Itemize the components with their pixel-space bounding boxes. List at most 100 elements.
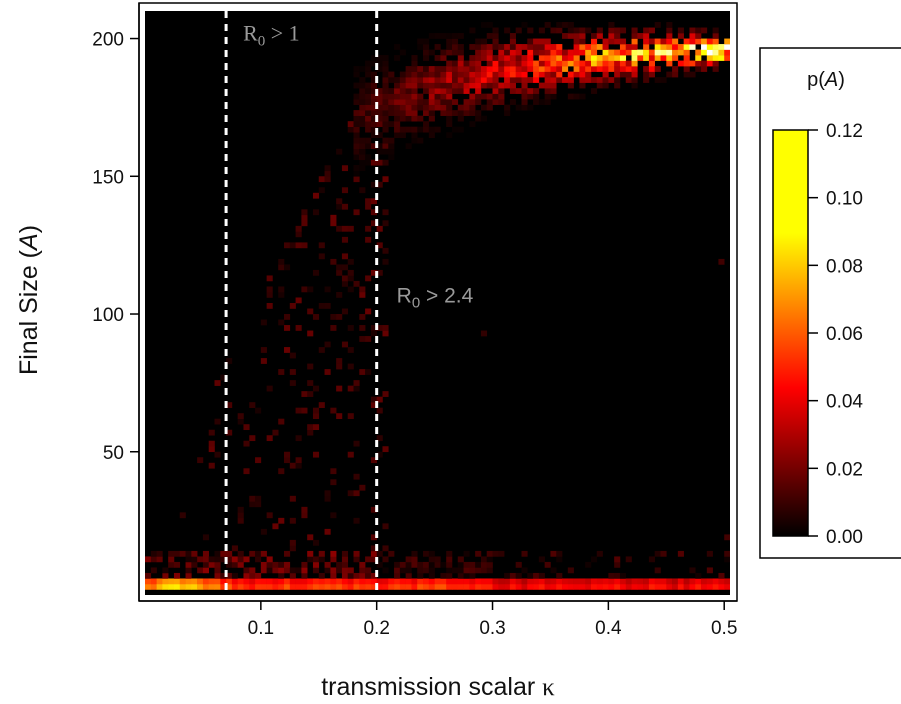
heatmap-cell [388, 121, 395, 127]
heatmap-cell [434, 77, 441, 83]
heatmap-cell [394, 561, 401, 568]
heatmap-cell [492, 66, 499, 72]
heatmap-cell [637, 33, 644, 39]
heatmap-cell [666, 583, 673, 590]
heatmap-cell [295, 583, 302, 590]
heatmap-cell [411, 93, 418, 100]
heatmap-cell [145, 556, 152, 563]
heatmap-cell [382, 209, 389, 216]
heatmap-cell [602, 55, 609, 61]
heatmap-cell [463, 60, 470, 67]
heatmap-cell [330, 214, 337, 221]
heatmap-cell [353, 490, 360, 497]
heatmap-cell [370, 583, 377, 590]
heatmap-cell [150, 578, 157, 585]
heatmap-cell [631, 60, 638, 67]
heatmap-cell [341, 561, 349, 568]
heatmap-cell [394, 126, 401, 133]
heatmap-cell [347, 347, 354, 353]
heatmap-cell [284, 242, 291, 249]
heatmap-cell [573, 71, 580, 78]
heatmap-cell [550, 88, 557, 94]
y-axis: 50 100 150 200 [92, 3, 140, 601]
heatmap-cell [324, 583, 331, 590]
heatmap-cell [423, 82, 430, 89]
heatmap-cell [295, 578, 302, 585]
heatmap-cell [562, 49, 569, 56]
heatmap-cell [411, 55, 418, 61]
heatmap-cell [376, 115, 383, 122]
heatmap-cell [237, 550, 244, 557]
heatmap-cell [504, 60, 511, 67]
heatmap-cell [602, 82, 609, 89]
heatmap-cell [231, 545, 238, 552]
heatmap-cell [365, 104, 372, 111]
heatmap-cell [614, 572, 621, 579]
heatmap-cell [411, 561, 418, 568]
heatmap-cell [382, 71, 389, 78]
heatmap-cell [446, 60, 453, 67]
heatmap-cell [382, 220, 389, 227]
heatmap-cell [382, 159, 389, 166]
heatmap-cell [214, 561, 221, 568]
heatmap-cell [347, 325, 354, 331]
heatmap-cell [434, 561, 441, 568]
heatmap-cell [295, 297, 302, 304]
heatmap-cell [353, 143, 360, 150]
heatmap-cell [434, 66, 441, 72]
heatmap-cell [533, 93, 540, 100]
heatmap-cell [527, 55, 534, 61]
heatmap-cell [446, 556, 453, 563]
heatmap-cell [608, 38, 615, 45]
heatmap-cell [469, 55, 476, 61]
heatmap-cell [666, 60, 673, 67]
heatmap-cell [382, 567, 389, 574]
heatmap-cell [353, 71, 360, 78]
heatmap-cell [376, 55, 383, 61]
heatmap-cell [573, 44, 580, 50]
heatmap-cell [509, 77, 516, 83]
heatmap-cell [666, 33, 673, 39]
heatmap-cell [440, 71, 447, 78]
heatmap-cell [451, 82, 459, 89]
heatmap-cell [417, 137, 424, 144]
heatmap-cell [226, 572, 233, 579]
heatmap-cell [197, 457, 204, 464]
heatmap-cell [724, 38, 730, 45]
heatmap-cell [324, 303, 331, 309]
heatmap-cell [544, 82, 551, 89]
heatmap-cell [376, 110, 383, 116]
heatmap-cell [654, 55, 661, 61]
heatmap-cell [666, 22, 673, 28]
heatmap-cell [394, 110, 401, 116]
heatmap-cell [399, 115, 406, 122]
heatmap-cell [417, 82, 424, 89]
heatmap-cell [318, 572, 325, 579]
heatmap-cell [440, 82, 447, 89]
heatmap-cell [550, 578, 557, 585]
heatmap-cell [214, 578, 221, 585]
heatmap-cell [394, 104, 401, 111]
heatmap-cell [370, 88, 377, 94]
heatmap-cell [208, 583, 215, 590]
heatmap-cell [515, 583, 522, 590]
heatmap-cell [423, 99, 430, 105]
heatmap-cell [469, 27, 476, 34]
heatmap-cell [446, 110, 453, 116]
heatmap-cell [695, 33, 702, 39]
heatmap-cell [347, 269, 354, 276]
heatmap-cell [469, 583, 476, 590]
heatmap-cell [272, 578, 279, 585]
heatmap-cell [504, 49, 511, 56]
heatmap-cell [637, 55, 644, 61]
heatmap-cell [370, 550, 377, 557]
heatmap-cell [382, 66, 389, 72]
heatmap-cell [654, 44, 661, 50]
heatmap-cell [689, 60, 696, 67]
heatmap-cell [590, 55, 598, 61]
heatmap-cell [359, 567, 366, 574]
heatmap-cell [492, 60, 499, 67]
x-tick-label: 0.4 [595, 618, 622, 639]
heatmap-cell [492, 578, 499, 585]
heatmap-cell [376, 148, 383, 155]
